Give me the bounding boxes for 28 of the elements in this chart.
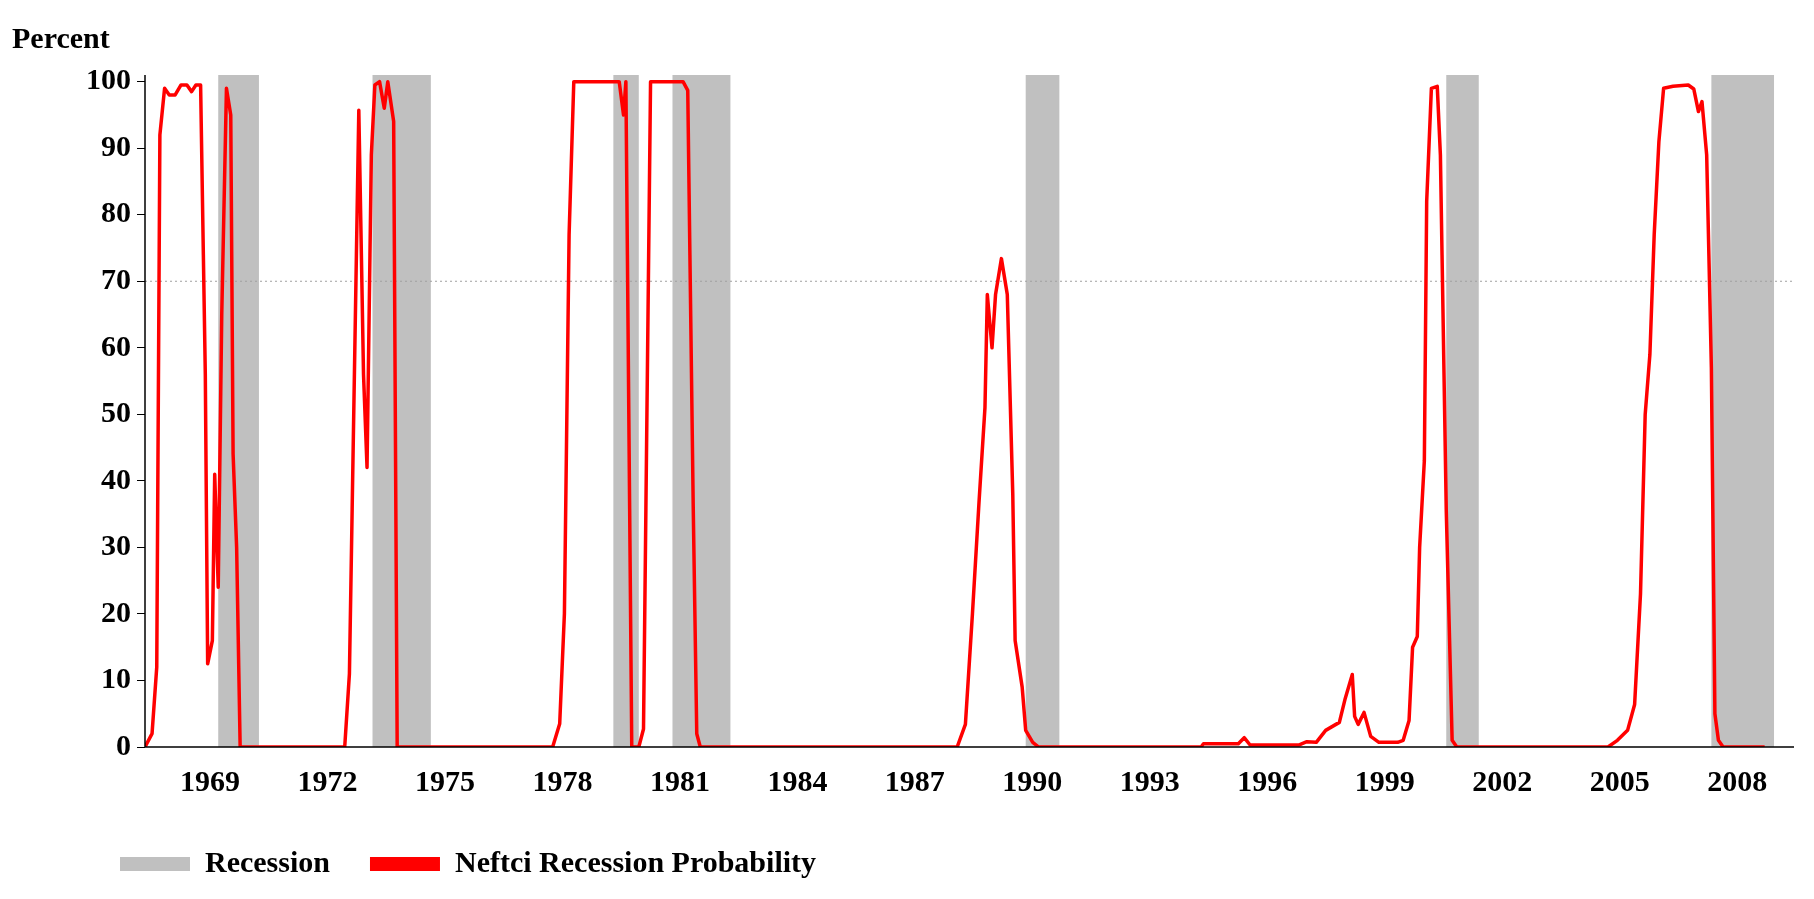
x-tick-label: 1969 <box>180 763 240 797</box>
y-tick-label: 20 <box>101 594 131 628</box>
x-tick-label: 1975 <box>414 763 475 797</box>
x-tick-label: 1978 <box>532 763 593 797</box>
x-tick-label: 1987 <box>884 763 945 797</box>
y-tick-label: 10 <box>101 661 131 695</box>
y-tick-label: 70 <box>101 262 131 296</box>
x-tick-label: 1984 <box>767 763 828 797</box>
y-tick-label: 40 <box>101 461 131 495</box>
y-tick-label: 0 <box>116 727 131 761</box>
x-tick-label: 2005 <box>1589 763 1650 797</box>
y-axis-title: Percent <box>12 20 110 54</box>
x-tick-label: 1972 <box>297 763 358 797</box>
y-tick-label: 30 <box>101 528 131 562</box>
x-tick-label: 1993 <box>1119 763 1180 797</box>
y-tick-label: 50 <box>101 395 131 429</box>
legend-label: Neftci Recession Probability <box>454 844 817 878</box>
x-tick-label: 2008 <box>1707 763 1768 797</box>
x-tick-label: 1981 <box>649 763 710 797</box>
x-tick-label: 1990 <box>1002 763 1063 797</box>
y-tick-label: 100 <box>86 62 131 96</box>
y-tick-label: 80 <box>101 195 131 229</box>
x-tick-label: 1996 <box>1237 763 1298 797</box>
y-tick-label: 60 <box>101 328 131 362</box>
x-tick-label: 1999 <box>1354 763 1415 797</box>
x-tick-label: 2002 <box>1472 763 1533 797</box>
legend-label: Recession <box>205 844 331 878</box>
y-tick-label: 90 <box>101 128 131 162</box>
